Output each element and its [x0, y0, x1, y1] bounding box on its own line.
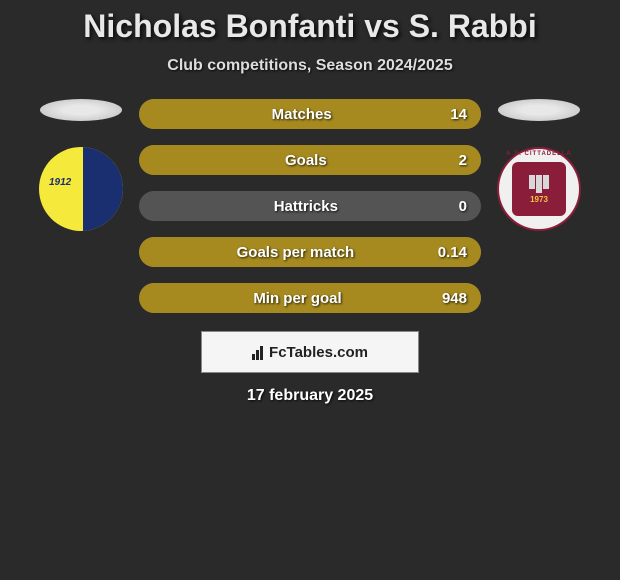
footer-label: FcTables.com: [269, 344, 368, 361]
stat-label: Matches: [153, 106, 450, 123]
right-club-badge: A.S. CITTADELLA 1973: [497, 147, 581, 231]
badge-right-arc-text: A.S. CITTADELLA: [506, 151, 572, 157]
comparison-title: Nicholas Bonfanti vs S. Rabbi: [83, 8, 536, 45]
stat-label: Min per goal: [153, 290, 442, 307]
stats-container: Matches14 Goals2 Hattricks0 Goals per match…: [139, 99, 481, 313]
right-player-oval: [498, 99, 580, 121]
stat-row: Min per goal948: [139, 283, 481, 313]
comparison-subtitle: Club competitions, Season 2024/2025: [167, 57, 452, 75]
stat-label: Hattricks: [153, 198, 459, 215]
chart-icon: [252, 344, 263, 360]
stat-value: 0: [459, 198, 467, 215]
stat-row: Goals2: [139, 145, 481, 175]
stat-value: 2: [459, 152, 467, 169]
left-player-oval: [40, 99, 122, 121]
stat-row: Matches14: [139, 99, 481, 129]
right-side: A.S. CITTADELLA 1973: [489, 99, 589, 231]
stat-row: Goals per match0.14: [139, 237, 481, 267]
stat-row: Hattricks0: [139, 191, 481, 221]
left-side: 1912: [31, 99, 131, 231]
stat-label: Goals per match: [153, 244, 438, 261]
main-area: 1912 Matches14 Goals2 Hattricks0 Goals per …: [0, 99, 620, 313]
stat-label: Goals: [153, 152, 459, 169]
badge-left-arc: [83, 147, 123, 231]
badge-right-year: 1973: [530, 195, 548, 204]
footer-attribution: FcTables.com: [201, 331, 419, 373]
badge-right-inner: 1973: [512, 162, 566, 216]
stat-value: 14: [450, 106, 467, 123]
badge-left-year: 1912: [49, 177, 71, 188]
stat-value: 948: [442, 290, 467, 307]
stat-value: 0.14: [438, 244, 467, 261]
left-club-badge: 1912: [39, 147, 123, 231]
snapshot-date: 17 february 2025: [247, 387, 373, 405]
castle-icon: [529, 175, 549, 193]
